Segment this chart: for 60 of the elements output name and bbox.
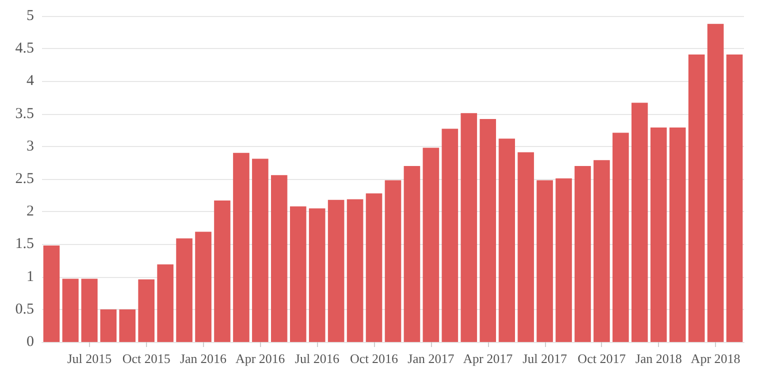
bar	[422, 148, 440, 342]
bar	[308, 208, 326, 342]
y-tick-label: 4.5	[15, 40, 34, 57]
x-tick-label: Jul 2015	[67, 351, 112, 366]
x-tick-label: Apr 2017	[463, 351, 514, 366]
bar	[81, 278, 98, 342]
bar	[233, 152, 250, 342]
x-tick-label: Apr 2016	[235, 351, 286, 366]
bar	[214, 200, 230, 342]
bar	[384, 180, 402, 342]
bar	[195, 232, 212, 342]
x-tick-label: Apr 2018	[690, 351, 740, 366]
bar	[631, 102, 648, 342]
bar	[271, 175, 288, 342]
bar	[62, 278, 79, 342]
bar	[612, 132, 629, 342]
y-tick-label: 4	[26, 73, 34, 90]
bar	[536, 180, 553, 342]
y-tick-label: 3	[26, 138, 34, 154]
bar	[346, 199, 364, 342]
bar	[290, 206, 306, 342]
bar	[157, 264, 174, 342]
y-tick-label: 1	[26, 268, 34, 285]
bar	[366, 193, 382, 342]
bar	[669, 127, 686, 342]
bar	[176, 238, 192, 342]
x-tick-label: Oct 2015	[122, 351, 170, 366]
bar	[707, 24, 724, 342]
bar	[726, 54, 743, 342]
y-tick-label: 0.5	[15, 301, 34, 318]
bar	[480, 119, 496, 342]
bar	[498, 138, 515, 342]
y-tick-label: 5	[26, 8, 34, 24]
x-tick-label: Jan 2018	[635, 351, 682, 366]
y-tick-label: 0	[26, 334, 34, 350]
bar	[328, 200, 344, 342]
x-tick-label: Jul 2016	[294, 351, 340, 366]
bar	[442, 128, 458, 342]
y-tick-label: 1.5	[15, 236, 34, 252]
x-tick-label: Oct 2017	[578, 351, 626, 366]
bar	[252, 158, 268, 342]
bar	[460, 113, 478, 342]
bar	[43, 246, 60, 342]
x-tick-label: Jul 2017	[522, 351, 568, 366]
bar	[556, 178, 572, 342]
x-tick-label: Jan 2017	[408, 351, 455, 366]
y-tick-label: 3.5	[15, 106, 34, 122]
bar	[574, 166, 591, 342]
y-tick-label: 2.5	[15, 171, 34, 187]
bar	[404, 166, 420, 342]
bar	[119, 309, 136, 342]
bar	[688, 54, 705, 342]
bar	[518, 152, 534, 342]
y-tick-label: 2	[26, 204, 34, 220]
bar	[100, 309, 117, 342]
bar	[138, 279, 155, 342]
x-tick-label: Oct 2016	[350, 351, 399, 366]
x-tick-label: Jan 2016	[180, 351, 228, 366]
bar	[650, 127, 667, 342]
bar	[594, 160, 610, 342]
